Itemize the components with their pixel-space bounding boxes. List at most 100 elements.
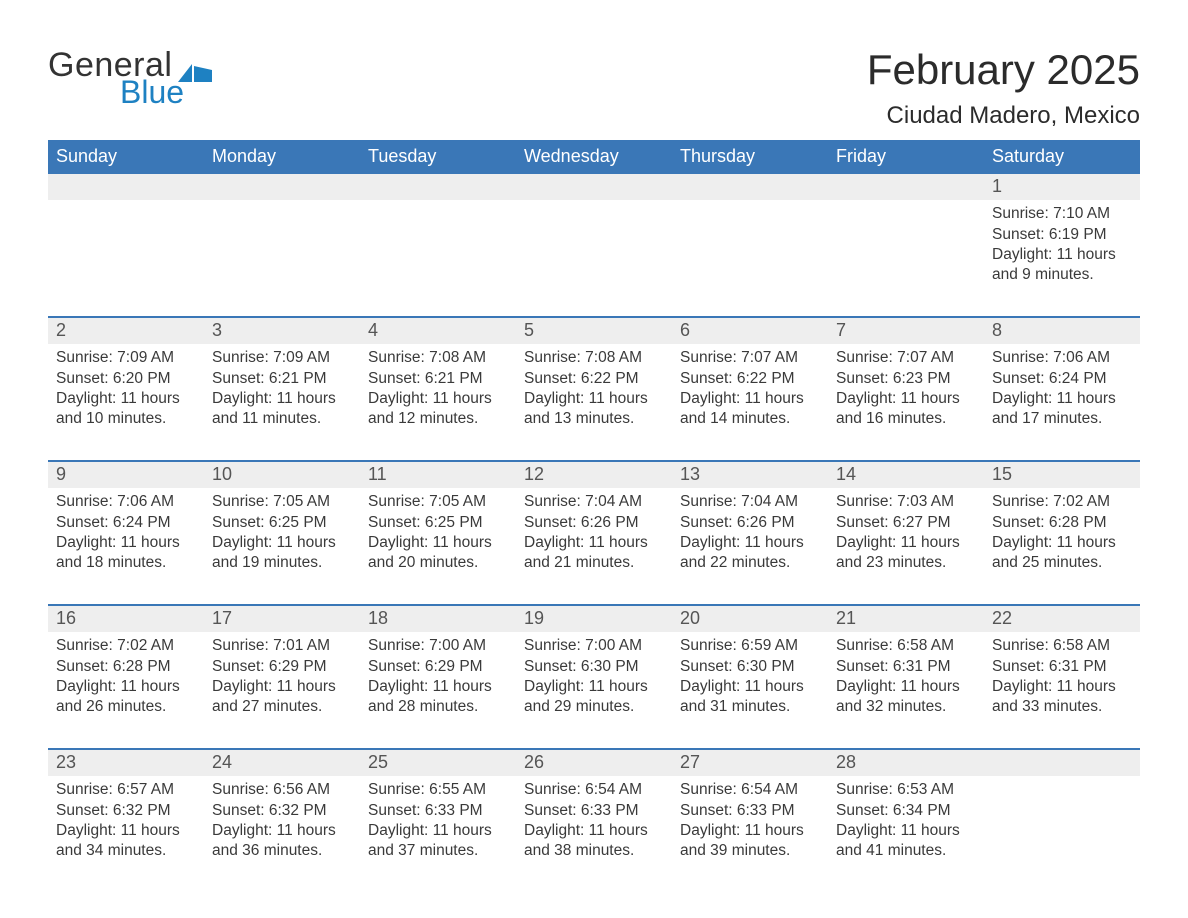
day-line: Daylight: 11 hours [368,821,508,841]
day-line: Sunset: 6:32 PM [212,801,352,821]
day-cell: Sunrise: 7:00 AMSunset: 6:30 PMDaylight:… [516,632,672,732]
day-line: and 37 minutes. [368,841,508,861]
day-line: and 33 minutes. [992,697,1132,717]
day-line: and 16 minutes. [836,409,976,429]
day-line: Sunrise: 7:07 AM [680,348,820,368]
week-row: 16171819202122Sunrise: 7:02 AMSunset: 6:… [48,604,1140,732]
day-line: Sunrise: 7:06 AM [56,492,196,512]
day-line: Daylight: 11 hours [56,821,196,841]
dow-cell: Tuesday [360,140,516,174]
day-cell: Sunrise: 7:00 AMSunset: 6:29 PMDaylight:… [360,632,516,732]
day-line: Sunset: 6:26 PM [524,513,664,533]
day-cell: Sunrise: 7:09 AMSunset: 6:21 PMDaylight:… [204,344,360,444]
day-line: and 27 minutes. [212,697,352,717]
day-number [672,174,828,200]
day-line: Sunset: 6:31 PM [992,657,1132,677]
day-line: and 36 minutes. [212,841,352,861]
day-line: Daylight: 11 hours [836,533,976,553]
day-number [828,174,984,200]
day-line: Sunset: 6:21 PM [368,369,508,389]
day-line: Sunset: 6:32 PM [56,801,196,821]
daybody-row: Sunrise: 7:06 AMSunset: 6:24 PMDaylight:… [48,488,1140,588]
day-line: Sunrise: 7:00 AM [368,636,508,656]
day-line: Daylight: 11 hours [56,389,196,409]
day-line: Daylight: 11 hours [212,533,352,553]
day-line: and 14 minutes. [680,409,820,429]
day-line: Sunrise: 6:54 AM [524,780,664,800]
day-line: and 26 minutes. [56,697,196,717]
day-line: Sunset: 6:27 PM [836,513,976,533]
day-number: 15 [984,462,1140,488]
week-row: 9101112131415Sunrise: 7:06 AMSunset: 6:2… [48,460,1140,588]
day-line: Sunset: 6:26 PM [680,513,820,533]
day-number: 5 [516,318,672,344]
day-line: Daylight: 11 hours [992,245,1132,265]
day-line: Sunset: 6:28 PM [56,657,196,677]
day-line: Sunrise: 7:02 AM [992,492,1132,512]
day-number: 10 [204,462,360,488]
daynum-strip: 9101112131415 [48,462,1140,488]
day-line: and 22 minutes. [680,553,820,573]
day-cell: Sunrise: 7:02 AMSunset: 6:28 PMDaylight:… [984,488,1140,588]
calendar-page: General Blue February 2025 Ciudad Madero… [0,0,1188,876]
day-line: Sunrise: 6:56 AM [212,780,352,800]
day-cell: Sunrise: 7:07 AMSunset: 6:23 PMDaylight:… [828,344,984,444]
day-line: Daylight: 11 hours [524,677,664,697]
day-cell [48,200,204,300]
day-number: 19 [516,606,672,632]
day-cell [984,776,1140,876]
day-cell: Sunrise: 6:54 AMSunset: 6:33 PMDaylight:… [672,776,828,876]
day-line: and 13 minutes. [524,409,664,429]
location-subtitle: Ciudad Madero, Mexico [867,102,1140,130]
daybody-row: Sunrise: 7:09 AMSunset: 6:20 PMDaylight:… [48,344,1140,444]
days-of-week-header: SundayMondayTuesdayWednesdayThursdayFrid… [48,140,1140,174]
day-line: Sunrise: 7:08 AM [524,348,664,368]
dow-cell: Wednesday [516,140,672,174]
day-line: and 17 minutes. [992,409,1132,429]
day-line: Sunset: 6:22 PM [680,369,820,389]
day-number [360,174,516,200]
week-row: 1Sunrise: 7:10 AMSunset: 6:19 PMDaylight… [48,174,1140,300]
day-line: Sunrise: 6:59 AM [680,636,820,656]
day-line: Sunrise: 7:02 AM [56,636,196,656]
day-number: 11 [360,462,516,488]
day-line: Daylight: 11 hours [56,677,196,697]
day-cell [204,200,360,300]
day-line: and 32 minutes. [836,697,976,717]
day-line: Sunset: 6:24 PM [56,513,196,533]
day-line: Daylight: 11 hours [368,677,508,697]
day-cell: Sunrise: 7:08 AMSunset: 6:22 PMDaylight:… [516,344,672,444]
day-line: Sunset: 6:23 PM [836,369,976,389]
day-line: and 31 minutes. [680,697,820,717]
day-line: Daylight: 11 hours [212,677,352,697]
day-number: 24 [204,750,360,776]
dow-cell: Monday [204,140,360,174]
day-line: Daylight: 11 hours [836,821,976,841]
day-line: and 29 minutes. [524,697,664,717]
day-number: 2 [48,318,204,344]
day-line: Daylight: 11 hours [836,677,976,697]
day-number: 13 [672,462,828,488]
day-line: Sunset: 6:19 PM [992,225,1132,245]
day-number: 17 [204,606,360,632]
day-cell: Sunrise: 6:53 AMSunset: 6:34 PMDaylight:… [828,776,984,876]
day-cell: Sunrise: 7:01 AMSunset: 6:29 PMDaylight:… [204,632,360,732]
daynum-strip: 1 [48,174,1140,200]
day-number: 27 [672,750,828,776]
page-header: General Blue February 2025 Ciudad Madero… [48,48,1140,130]
day-line: Sunset: 6:31 PM [836,657,976,677]
day-number [516,174,672,200]
day-cell [516,200,672,300]
day-line: Daylight: 11 hours [992,389,1132,409]
day-cell: Sunrise: 7:05 AMSunset: 6:25 PMDaylight:… [360,488,516,588]
day-line: Sunrise: 7:08 AM [368,348,508,368]
day-line: Sunset: 6:30 PM [524,657,664,677]
day-line: Sunset: 6:24 PM [992,369,1132,389]
day-number: 8 [984,318,1140,344]
day-number [48,174,204,200]
day-line: Sunset: 6:30 PM [680,657,820,677]
day-line: Daylight: 11 hours [56,533,196,553]
day-line: Sunset: 6:29 PM [212,657,352,677]
day-line: Daylight: 11 hours [992,677,1132,697]
day-line: Sunrise: 7:04 AM [680,492,820,512]
